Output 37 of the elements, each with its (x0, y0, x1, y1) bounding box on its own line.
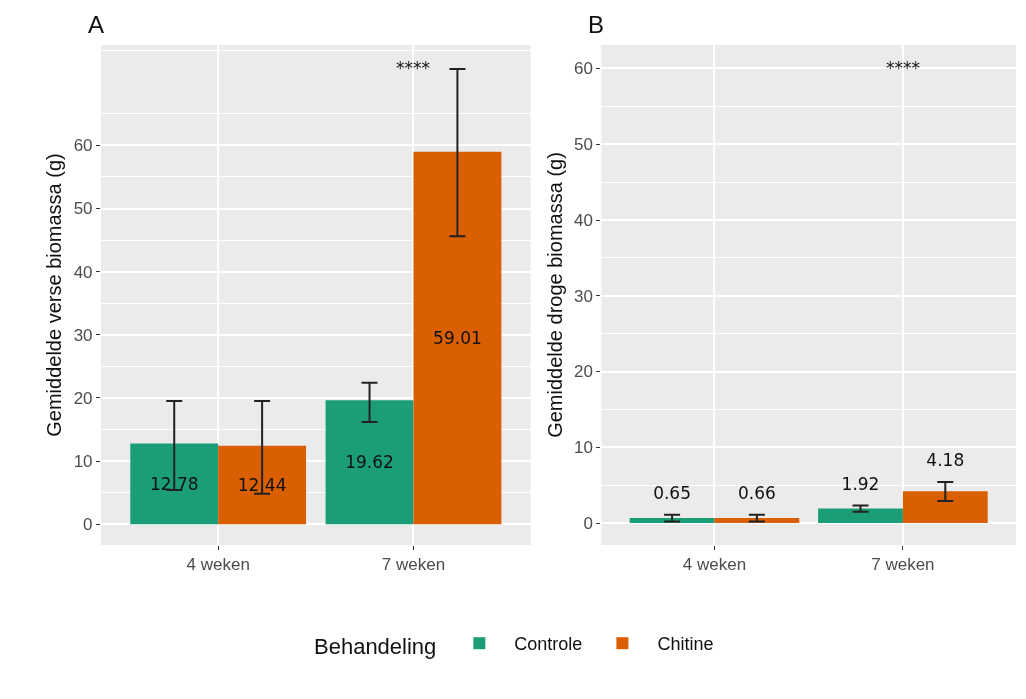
y-axis-title: Gemiddelde droge biomassa (g) (543, 152, 566, 438)
legend-title: Behandeling (314, 633, 437, 659)
y-tick-label: 0 (83, 515, 93, 535)
data-label: 19.62 (345, 452, 394, 473)
y-tick-label: 40 (574, 210, 594, 230)
chart-title: B (588, 11, 605, 38)
y-tick-label: 60 (73, 136, 93, 156)
x-tick-label: 7 weken (381, 555, 446, 575)
y-tick-label: 40 (73, 262, 93, 282)
bar (218, 445, 307, 525)
legend-label: Chitine (657, 634, 714, 655)
chart-title: A (88, 11, 105, 38)
bar (325, 400, 414, 525)
bar (130, 443, 219, 525)
legend-label: Controle (514, 634, 583, 655)
y-tick-label: 10 (73, 451, 93, 471)
y-tick-label: 30 (574, 286, 594, 306)
data-label: 59.01 (433, 327, 482, 348)
y-tick-label: 20 (73, 388, 93, 408)
x-tick-label: 4 weken (682, 555, 747, 575)
x-tick-label: 4 weken (186, 555, 250, 575)
bar (413, 151, 502, 525)
y-tick-label: 10 (574, 438, 594, 458)
y-tick-label: 50 (73, 199, 93, 219)
y-tick-label: 20 (574, 362, 594, 382)
y-tick-label: 60 (574, 59, 594, 79)
y-tick-label: 0 (583, 513, 594, 533)
data-label: 0.65 (653, 482, 692, 503)
data-label: 0.66 (737, 482, 776, 503)
annotation: **** (396, 58, 430, 78)
y-tick-label: 30 (73, 325, 93, 345)
data-label: 1.92 (841, 473, 880, 494)
y-tick-label: 50 (574, 135, 594, 155)
data-label: 4.18 (926, 450, 965, 471)
y-axis-title: Gemiddelde verse biomassa (g) (43, 153, 66, 437)
annotation: **** (886, 58, 920, 78)
x-tick-label: 7 weken (871, 555, 935, 575)
